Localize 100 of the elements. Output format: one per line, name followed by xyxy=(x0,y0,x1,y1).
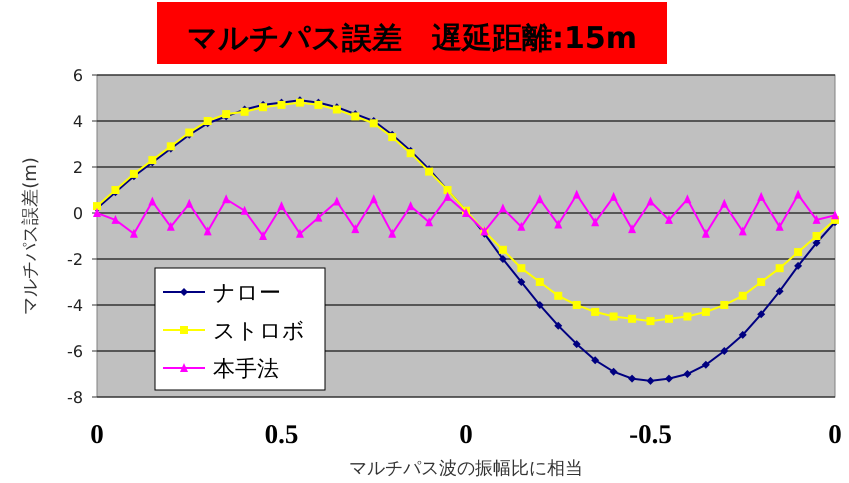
point xyxy=(370,194,378,204)
point xyxy=(351,224,360,234)
point xyxy=(738,292,747,300)
point xyxy=(831,210,839,220)
point xyxy=(278,201,286,210)
point xyxy=(425,168,434,176)
point xyxy=(664,374,673,383)
point xyxy=(776,222,784,231)
point xyxy=(591,308,600,316)
y-tick-label: -4 xyxy=(67,296,83,315)
point xyxy=(794,248,802,256)
point xyxy=(166,142,175,150)
point xyxy=(332,196,341,206)
point xyxy=(794,190,802,199)
point xyxy=(683,312,692,320)
point xyxy=(166,222,175,231)
point xyxy=(628,224,636,234)
point xyxy=(536,194,544,204)
point xyxy=(130,228,138,238)
point xyxy=(702,308,710,316)
point xyxy=(204,117,212,125)
point xyxy=(425,217,434,226)
point xyxy=(812,232,821,240)
point xyxy=(646,317,654,326)
point xyxy=(498,203,507,212)
x-tick-label: -0.5 xyxy=(629,419,672,449)
chart-title: マルチパス誤差 遅延距離:15m xyxy=(186,21,638,56)
point xyxy=(610,368,618,376)
point xyxy=(572,301,581,309)
legend-label: ストロボ xyxy=(213,319,305,344)
point xyxy=(370,119,378,128)
point xyxy=(498,255,507,263)
point xyxy=(572,190,581,199)
point xyxy=(757,278,766,286)
y-tick-label: -6 xyxy=(67,342,83,361)
point xyxy=(240,206,249,215)
y-tick-label: 2 xyxy=(72,158,83,177)
point xyxy=(406,149,415,158)
point xyxy=(757,310,766,318)
point xyxy=(536,278,544,286)
y-tick-label: -2 xyxy=(67,250,83,269)
point xyxy=(572,340,581,348)
point xyxy=(702,360,710,369)
point xyxy=(240,108,249,116)
y-axis-title: マルチパス誤差(m) xyxy=(20,157,41,315)
point xyxy=(222,194,230,204)
point xyxy=(259,231,268,240)
point xyxy=(111,214,120,224)
point xyxy=(111,186,120,194)
point xyxy=(702,228,710,238)
legend-label: 本手法 xyxy=(213,357,279,382)
point xyxy=(610,312,618,320)
point xyxy=(388,133,396,142)
point xyxy=(610,192,618,201)
point xyxy=(296,98,304,107)
point xyxy=(776,287,784,296)
x-tick-label: 0 xyxy=(459,419,473,449)
point xyxy=(646,196,654,206)
point xyxy=(517,264,526,272)
y-tick-label: 6 xyxy=(72,66,83,85)
point xyxy=(388,228,396,238)
point xyxy=(130,170,138,178)
point xyxy=(517,222,526,231)
point xyxy=(517,278,526,286)
point xyxy=(720,347,728,355)
point xyxy=(498,246,507,254)
x-tick-label: 0.5 xyxy=(264,419,298,449)
point xyxy=(794,262,802,270)
point xyxy=(646,376,654,385)
point xyxy=(664,214,673,224)
point xyxy=(296,228,304,238)
point xyxy=(314,212,322,222)
point xyxy=(536,301,544,309)
point xyxy=(720,301,728,309)
point xyxy=(738,330,747,339)
x-axis-title: マルチパス波の振幅比に相当 xyxy=(349,458,583,479)
point xyxy=(444,192,452,201)
y-tick-label: -8 xyxy=(67,388,83,407)
point xyxy=(776,264,784,272)
point xyxy=(664,314,673,323)
point xyxy=(683,194,692,204)
point xyxy=(554,292,562,300)
point xyxy=(406,201,415,210)
point xyxy=(148,196,156,206)
point xyxy=(332,106,341,114)
point xyxy=(554,322,562,330)
point xyxy=(628,314,636,323)
point xyxy=(738,226,747,236)
point xyxy=(720,198,728,208)
x-tick-label: 0 xyxy=(828,419,842,449)
point xyxy=(185,128,194,136)
point xyxy=(812,214,821,224)
y-tick-label: 4 xyxy=(72,112,83,131)
point xyxy=(683,370,692,378)
point xyxy=(628,374,636,383)
legend-label: ナロー xyxy=(213,281,281,306)
y-tick-label: 0 xyxy=(72,204,83,223)
point xyxy=(259,103,268,112)
point xyxy=(554,220,562,228)
point xyxy=(204,226,212,236)
